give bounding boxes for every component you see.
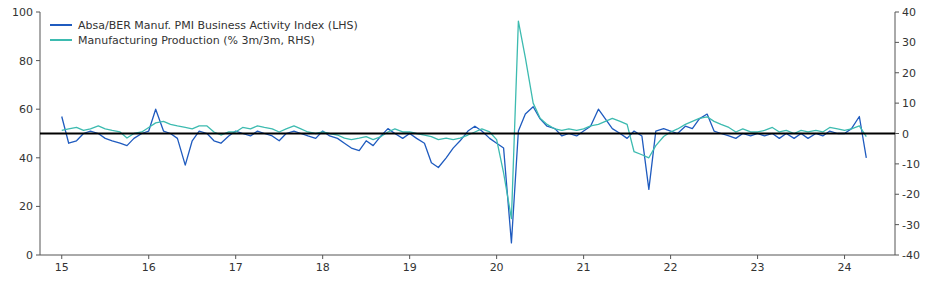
y-tick-label: 80 <box>19 55 33 68</box>
x-tick-label: 17 <box>229 261 243 274</box>
x-tick <box>496 255 497 259</box>
y2-tick <box>895 103 899 104</box>
y2-tick-label: 0 <box>902 128 909 141</box>
y2-tick <box>895 255 899 256</box>
x-tick-label: 24 <box>838 261 852 274</box>
x-tick-label: 22 <box>664 261 678 274</box>
y-tick <box>36 157 40 158</box>
x-tick <box>409 255 410 259</box>
x-axis-line <box>40 255 895 256</box>
x-tick <box>757 255 758 259</box>
x-tick <box>322 255 323 259</box>
y2-tick <box>895 133 899 134</box>
plot-area <box>40 21 895 243</box>
reference-line <box>40 133 895 135</box>
y2-tick-label: -40 <box>902 249 920 262</box>
y-tick <box>36 60 40 61</box>
y-tick <box>36 12 40 13</box>
chart: 15161718192021222324020406080100-40-30-2… <box>0 0 935 281</box>
y2-tick-label: -20 <box>902 188 920 201</box>
y2-tick <box>895 42 899 43</box>
series-line <box>62 21 867 218</box>
legend: Absa/BER Manuf. PMI Business Activity In… <box>50 19 358 47</box>
y-tick <box>36 206 40 207</box>
y-tick-label: 60 <box>19 103 33 116</box>
x-tick-label: 19 <box>403 261 417 274</box>
x-tick-label: 23 <box>751 261 765 274</box>
y-tick-label: 100 <box>12 6 33 19</box>
x-tick-label: 21 <box>577 261 591 274</box>
y2-tick-label: 10 <box>902 97 916 110</box>
y2-tick <box>895 12 899 13</box>
y2-tick <box>895 72 899 73</box>
y2-tick-label: 30 <box>902 36 916 49</box>
legend-swatch <box>50 39 72 41</box>
y2-tick-label: 20 <box>902 67 916 80</box>
x-tick <box>844 255 845 259</box>
y-tick-label: 20 <box>19 200 33 213</box>
legend-label: Absa/BER Manuf. PMI Business Activity In… <box>78 19 358 32</box>
y2-tick <box>895 224 899 225</box>
x-tick-label: 20 <box>490 261 504 274</box>
legend-label: Manufacturing Production (% 3m/3m, RHS) <box>78 34 315 47</box>
x-tick <box>148 255 149 259</box>
x-tick <box>61 255 62 259</box>
y2-tick <box>895 194 899 195</box>
y-tick-label: 0 <box>26 249 33 262</box>
y2-tick-label: -10 <box>902 158 920 171</box>
y-tick-label: 40 <box>19 152 33 165</box>
y-tick <box>36 109 40 110</box>
y2-tick-label: 40 <box>902 6 916 19</box>
x-tick <box>235 255 236 259</box>
x-tick <box>670 255 671 259</box>
x-tick-label: 16 <box>142 261 156 274</box>
x-tick-label: 18 <box>316 261 330 274</box>
legend-swatch <box>50 24 72 26</box>
y2-tick <box>895 163 899 164</box>
x-tick-label: 15 <box>55 261 69 274</box>
x-tick <box>583 255 584 259</box>
y2-tick-label: -30 <box>902 219 920 232</box>
y-tick <box>36 255 40 256</box>
